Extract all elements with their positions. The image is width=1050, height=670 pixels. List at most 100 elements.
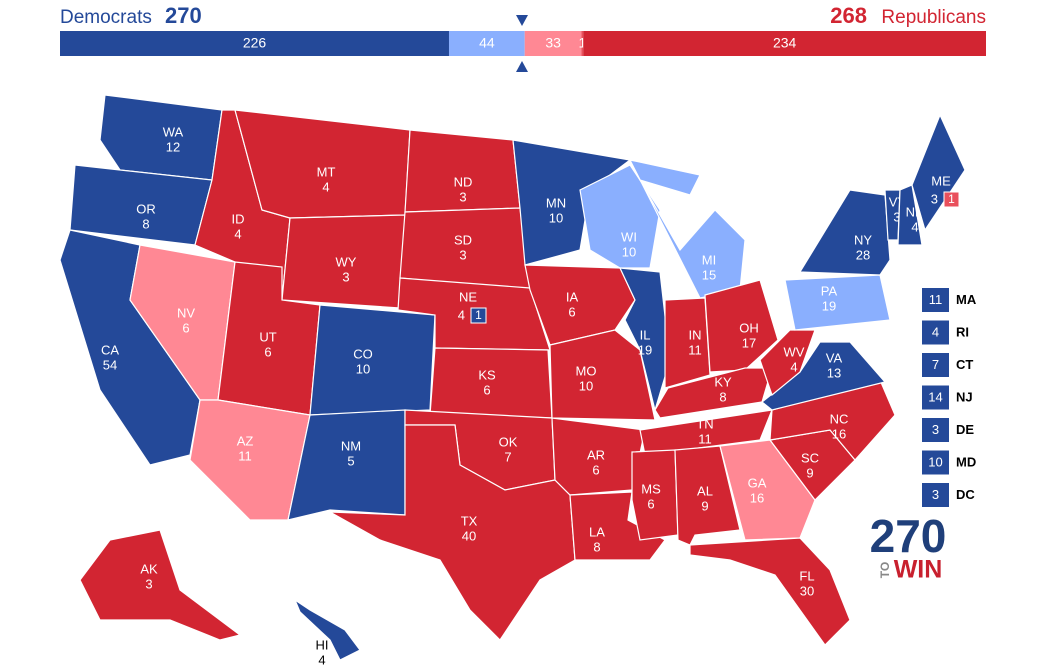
state[interactable] (911, 113, 966, 232)
state-abbr: HI (316, 637, 329, 652)
small-state-abbr: RI (956, 324, 969, 339)
state[interactable] (329, 424, 576, 641)
state-votes: 6 (647, 496, 654, 511)
state-votes: 13 (827, 365, 841, 380)
state[interactable] (704, 279, 779, 373)
state[interactable] (79, 529, 242, 641)
state-abbr: ND (454, 174, 473, 189)
small-state-votes: 7 (932, 357, 939, 372)
marker-top (516, 15, 528, 26)
state-abbr: SC (801, 450, 819, 465)
small-state-votes: 4 (932, 324, 939, 339)
state-abbr: SD (454, 232, 472, 247)
state-abbr: IN (689, 327, 702, 342)
state-abbr: NM (341, 438, 361, 453)
state-abbr: WA (163, 124, 184, 139)
state-abbr: MI (702, 252, 716, 267)
dem-label: Democrats (60, 7, 152, 28)
state[interactable] (897, 184, 923, 246)
small-state-votes: 10 (928, 454, 942, 469)
state-abbr: FL (799, 568, 814, 583)
state-abbr: IL (640, 327, 651, 342)
state-votes: 3 (931, 191, 938, 206)
small-state-box[interactable] (922, 353, 949, 377)
split-box[interactable] (470, 307, 487, 324)
logo: 270 TO WIN (870, 510, 947, 583)
split-box[interactable] (943, 191, 960, 208)
state-abbr: KY (714, 374, 732, 389)
state-votes: 10 (579, 378, 593, 393)
state[interactable] (287, 409, 406, 521)
small-state-votes: 11 (929, 292, 943, 307)
state[interactable] (628, 159, 746, 299)
state-abbr: AR (587, 447, 605, 462)
small-state-abbr: MA (956, 292, 977, 307)
split-votes: 1 (475, 308, 482, 322)
state-votes: 7 (504, 449, 511, 464)
state-votes: 3 (145, 576, 152, 591)
state-votes: 40 (462, 528, 476, 543)
map: WA12OR8CA54NV6ID4MT4WY3UT6AZ11CO10NM5ND3… (59, 94, 966, 667)
logo-to: TO (878, 562, 892, 578)
state-abbr: CA (101, 342, 119, 357)
state-abbr: WY (336, 254, 357, 269)
small-state-box[interactable] (922, 418, 949, 442)
state-abbr: NY (854, 232, 872, 247)
state-votes: 16 (832, 426, 846, 441)
state-abbr: CO (353, 346, 373, 361)
state[interactable] (579, 164, 661, 269)
state-votes: 11 (688, 342, 702, 357)
state-abbr: MO (576, 363, 597, 378)
small-state-box[interactable] (922, 288, 949, 312)
state[interactable] (664, 297, 711, 389)
state-abbr: WV (784, 344, 805, 359)
state[interactable] (689, 537, 851, 646)
small-state-votes: 14 (928, 389, 942, 404)
state-abbr: ME (931, 173, 951, 188)
state[interactable] (798, 189, 891, 276)
small-state-box[interactable] (922, 320, 949, 345)
state-abbr: MS (641, 481, 661, 496)
state-abbr: TX (461, 513, 478, 528)
state-votes: 28 (856, 247, 870, 262)
state-abbr: WI (621, 229, 637, 244)
state[interactable] (429, 347, 553, 419)
rep-label: Republicans (881, 7, 986, 28)
state[interactable] (759, 329, 816, 397)
state[interactable] (631, 449, 679, 541)
small-state-box[interactable] (922, 450, 949, 475)
state[interactable] (784, 274, 891, 331)
state-abbr: OR (136, 201, 156, 216)
state-abbr: AL (697, 483, 713, 498)
state-votes: 8 (142, 216, 149, 231)
state-abbr: MN (546, 195, 566, 210)
small-state-box[interactable] (922, 385, 949, 410)
bar-segment (524, 31, 582, 56)
state-votes: 10 (622, 244, 636, 259)
state[interactable] (619, 267, 671, 413)
state-votes: 5 (347, 453, 354, 468)
state-abbr: OK (499, 434, 518, 449)
state-votes: 6 (483, 382, 490, 397)
small-state-abbr: NJ (956, 389, 973, 404)
state[interactable] (551, 417, 646, 496)
state-votes: 9 (806, 465, 813, 480)
bar-label: 33 (545, 35, 561, 51)
state-votes: 3 (342, 269, 349, 284)
state-votes: 4 (790, 359, 797, 374)
small-state-votes: 3 (932, 422, 939, 437)
state[interactable] (719, 439, 816, 541)
bar-segment (60, 31, 449, 56)
state[interactable] (293, 598, 361, 661)
rep-total: 268 (830, 3, 867, 28)
state-votes: 3 (893, 209, 900, 224)
small-state-abbr: DE (956, 422, 974, 437)
marker-bottom (516, 61, 528, 72)
small-state-votes: 3 (932, 487, 939, 502)
state[interactable] (639, 409, 773, 456)
state[interactable] (549, 329, 656, 421)
small-state-box[interactable] (922, 483, 949, 507)
state[interactable] (99, 94, 223, 181)
state-abbr: UT (259, 329, 276, 344)
state-abbr: ID (232, 211, 245, 226)
